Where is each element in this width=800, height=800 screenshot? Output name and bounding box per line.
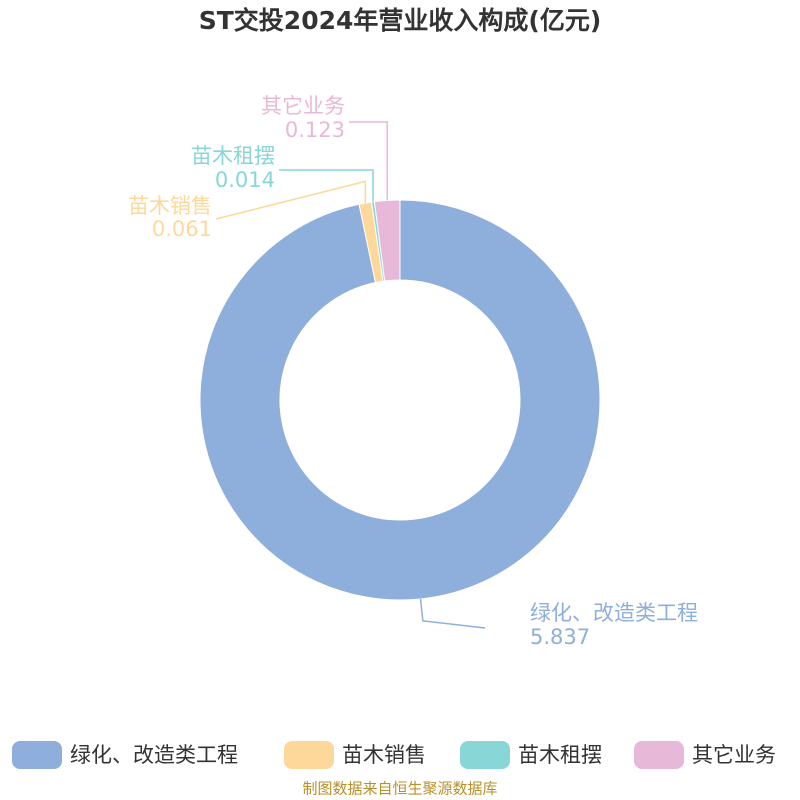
data-label-name: 绿化、改造类工程 [530, 601, 698, 625]
legend-label: 其它业务 [692, 743, 776, 767]
legend-swatch [460, 741, 510, 769]
chart-title: ST交投2024年营业收入构成(亿元) [199, 6, 602, 35]
data-label-name: 苗木租摆 [191, 144, 275, 168]
data-label-name: 苗木销售 [128, 194, 212, 218]
leader-line [419, 598, 486, 629]
data-label-value: 0.061 [152, 217, 212, 241]
leader-line [215, 180, 367, 220]
legend-label: 苗木租摆 [518, 743, 602, 767]
leader-line [349, 121, 388, 201]
slice [373, 199, 401, 282]
data-label-value: 0.123 [285, 118, 345, 142]
legend-label: 绿化、改造类工程 [70, 743, 238, 767]
legend-swatch [12, 741, 62, 769]
legend-label: 苗木销售 [342, 743, 426, 767]
legend-swatch [284, 741, 334, 769]
data-label-value: 0.014 [215, 168, 275, 192]
data-label-value: 5.837 [530, 625, 590, 649]
legend-swatch [634, 741, 684, 769]
slice [199, 199, 601, 601]
source-note: 制图数据来自恒生聚源数据库 [302, 780, 497, 798]
leader-line [279, 169, 374, 202]
data-label-name: 其它业务 [261, 94, 345, 118]
